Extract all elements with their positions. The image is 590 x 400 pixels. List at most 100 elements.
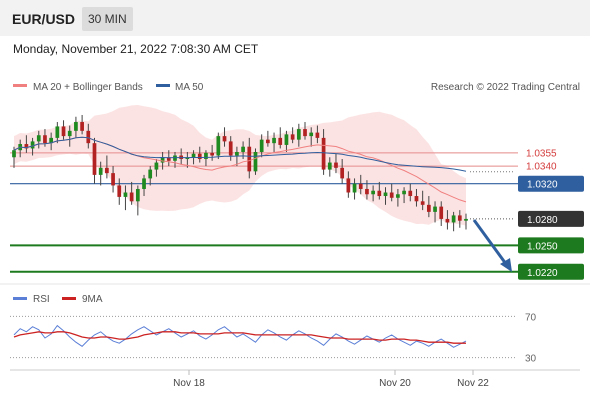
candle-body [309,132,314,137]
rsi-ma-legend-label: 9MA [82,294,103,305]
candle-body [185,157,190,160]
candle-body [129,192,134,202]
candle-body [266,139,270,144]
last-price-box [518,210,584,227]
x-tick-label: Nov 20 [379,378,411,389]
resistance-label: 1.0355 [526,148,557,159]
candle-body [439,206,444,219]
bb-legend-label: MA 20 + Bollinger Bands [33,82,143,93]
candle-body [111,173,115,186]
candle-body [272,137,276,144]
ma50-legend-label: MA 50 [175,82,204,93]
candle-body [457,215,462,221]
rsi-level-label: 30 [525,354,537,365]
candle-body [36,135,41,142]
candle-body [86,130,91,144]
chart-panel [0,36,590,400]
ma50-legend-swatch [156,84,170,87]
header-bar: EUR/USD 30 MIN [0,0,590,36]
candle-body [377,190,382,197]
candle-body [43,135,47,144]
candle-body [148,169,153,179]
candle-body [296,129,301,140]
support-label: 1.0220 [527,268,558,279]
candle-body [123,192,128,197]
candle-body [321,137,326,170]
candle-body [445,218,450,223]
research-credit: Research © 2022 Trading Central [431,82,580,93]
candle-body [327,162,332,170]
candle-body [173,155,177,161]
pivot-box [518,175,584,192]
candle-body [67,130,72,137]
x-axis: Nov 18 Nov 20 Nov 22 [173,370,489,389]
candle-body [278,137,283,145]
candle-body [191,153,196,158]
pivot-label: 1.0320 [527,180,558,191]
candle-body [160,157,165,163]
candle-body [284,134,289,145]
candle-body [346,178,351,193]
candle-body [55,126,60,138]
ma50-line [13,136,467,172]
candle-body [92,143,97,175]
candle-body [358,183,363,189]
candle-body [80,122,84,131]
candle-body [210,152,214,156]
candle-body [222,136,227,142]
datetime-label: Monday, November 21, 2022 7:08:30 AM CET [13,42,259,56]
candle-body [24,144,29,149]
candle-body [451,215,456,223]
candle-body [426,204,431,212]
support-box [518,237,584,254]
candle-body [389,192,394,198]
support-label: 1.0250 [527,241,558,252]
support-box [518,263,584,280]
bb-legend-swatch [13,84,27,87]
candle-body [49,137,54,144]
candle-body [464,218,468,221]
candle-body [340,167,345,179]
rsi-level-label: 70 [525,312,537,323]
forecast-arrow [472,219,512,272]
candle-body [241,146,245,152]
candle-body [433,206,437,212]
last-price-label: 1.0280 [527,215,558,226]
candle-body [30,141,35,149]
candle-body [154,162,159,170]
rsi-panel: 70 30 [10,312,537,365]
candle-body [383,192,388,197]
candle-body [166,157,171,161]
timeframe-badge[interactable]: 30 MIN [82,7,133,31]
candle-body [259,139,264,152]
candle-body [204,152,208,160]
candle-body [12,150,16,158]
candle-body [420,201,425,205]
candle-body [303,129,307,137]
candle-body [142,178,146,189]
candle-body [61,126,66,137]
level-labels: 1.0355 1.0340 1.0320 1.0280 1.0250 1.0220 [518,148,584,280]
candle-body [74,122,78,131]
candle-body [105,167,109,174]
x-tick-label: Nov 18 [173,378,205,389]
candle-body [98,167,103,175]
candle-body [135,188,140,202]
candle-body [315,132,320,138]
rsi-ma-line [13,331,466,344]
candle-body [117,185,122,197]
rsi-legend-label: RSI [33,294,50,305]
candle-body [253,151,258,172]
resistance-label: 1.0340 [526,162,557,173]
candle-body [334,162,338,168]
candle-body [216,136,221,156]
candle-body [408,190,413,197]
candle-body [247,146,252,172]
candle-body [371,190,375,195]
pair-title: EUR/USD [12,11,76,27]
candle-body [396,194,400,198]
moving-averages [13,136,467,203]
candle-body [365,188,369,195]
candle-body [414,196,419,202]
candle-body [290,134,295,140]
